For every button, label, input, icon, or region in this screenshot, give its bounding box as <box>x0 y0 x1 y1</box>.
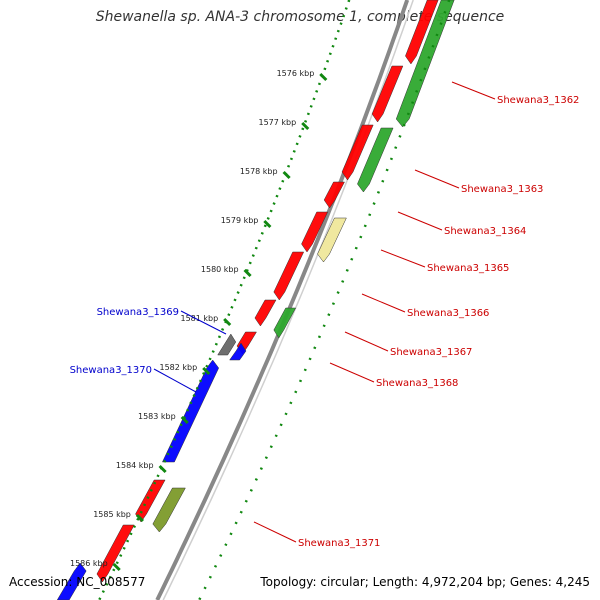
ruler-tick <box>112 562 121 572</box>
gene-label: Shewana3_1370 <box>70 365 152 376</box>
ruler-tick <box>243 268 252 278</box>
label-leader <box>361 293 406 313</box>
ruler-tick <box>282 170 291 180</box>
gene-1370 <box>162 359 219 463</box>
ruler-tick-label: 1581 kbp <box>180 314 218 323</box>
gene-1365 <box>317 217 347 263</box>
gene-1367 <box>254 299 277 327</box>
ruler-tick-label: 1576 kbp <box>277 69 315 78</box>
ruler-tick <box>135 513 144 523</box>
gene-red-e <box>96 524 135 583</box>
gene-label: Shewana3_1364 <box>444 226 526 237</box>
ruler-tick <box>301 121 310 131</box>
ruler-tick-label: 1578 kbp <box>240 167 278 176</box>
backbone-outer <box>155 0 410 600</box>
gene-label: Shewana3_1371 <box>298 538 380 549</box>
gene-label: Shewana3_1367 <box>390 347 472 358</box>
ring-layer <box>155 0 414 600</box>
gene-label: Shewana3_1366 <box>407 308 489 319</box>
topology-summary: Topology: circular; Length: 4,972,204 bp… <box>260 575 590 589</box>
label-leader <box>329 362 375 383</box>
ruler-layer: 1576 kbp 1577 kbp 1578 kbp 1579 kbp 1580 kbp… <box>70 0 451 600</box>
ruler-tick-label: 1577 kbp <box>258 118 296 127</box>
gene-layer <box>56 0 455 600</box>
label-leader <box>397 211 443 231</box>
gene-1366 <box>273 251 305 301</box>
ruler-tick <box>180 415 189 425</box>
gene-green-b <box>357 127 394 193</box>
gene-label: Shewana3_1365 <box>427 263 509 274</box>
label-leader <box>451 81 496 100</box>
ruler-tick-label: 1583 kbp <box>138 412 176 421</box>
ruler-tick-label: 1582 kbp <box>159 363 197 372</box>
gene-label: Shewana3_1369 <box>97 307 179 318</box>
label-leader <box>180 310 227 335</box>
gene-1364 <box>301 211 329 253</box>
gene-1369 <box>217 333 237 356</box>
ruler-tick-label: 1585 kbp <box>93 510 131 519</box>
label-leader <box>414 169 460 189</box>
ruler-tick <box>202 366 211 376</box>
gene-label: Shewana3_1362 <box>497 95 579 106</box>
ruler-tick-label: 1586 kbp <box>70 559 108 568</box>
label-layer: Shewana3_1362 Shewana3_1363 Shewana3_1364 S… <box>70 81 579 549</box>
ruler-tick <box>319 72 328 82</box>
gene-red-c <box>323 181 345 209</box>
gene-1371 <box>152 487 186 533</box>
ruler-tick <box>263 219 272 229</box>
gene-label: Shewana3_1368 <box>376 378 458 389</box>
accession-text: Accession: NC_008577 <box>9 575 146 589</box>
ruler-tick-label: 1579 kbp <box>221 216 259 225</box>
gene-1362 <box>405 0 439 65</box>
gene-1363 <box>395 0 455 128</box>
ruler-tick <box>223 317 232 327</box>
gene-green-c <box>273 307 297 339</box>
gene-red-a <box>371 65 404 123</box>
gene-label: Shewana3_1363 <box>461 184 543 195</box>
ruler-tick-label: 1580 kbp <box>201 265 239 274</box>
gene-blue-small <box>229 342 247 361</box>
backbone-inner <box>162 0 414 600</box>
label-leader <box>380 249 426 268</box>
ruler-tick-label: 1584 kbp <box>116 461 154 470</box>
label-leader <box>153 368 197 393</box>
label-leader <box>253 521 297 543</box>
ruler-tick <box>158 464 167 474</box>
gene-red-b <box>341 124 374 181</box>
gene-blue-bottom <box>56 562 87 600</box>
ruler-dotted-arc <box>98 0 351 600</box>
label-leader <box>344 331 389 352</box>
gene-red-d <box>135 479 166 523</box>
